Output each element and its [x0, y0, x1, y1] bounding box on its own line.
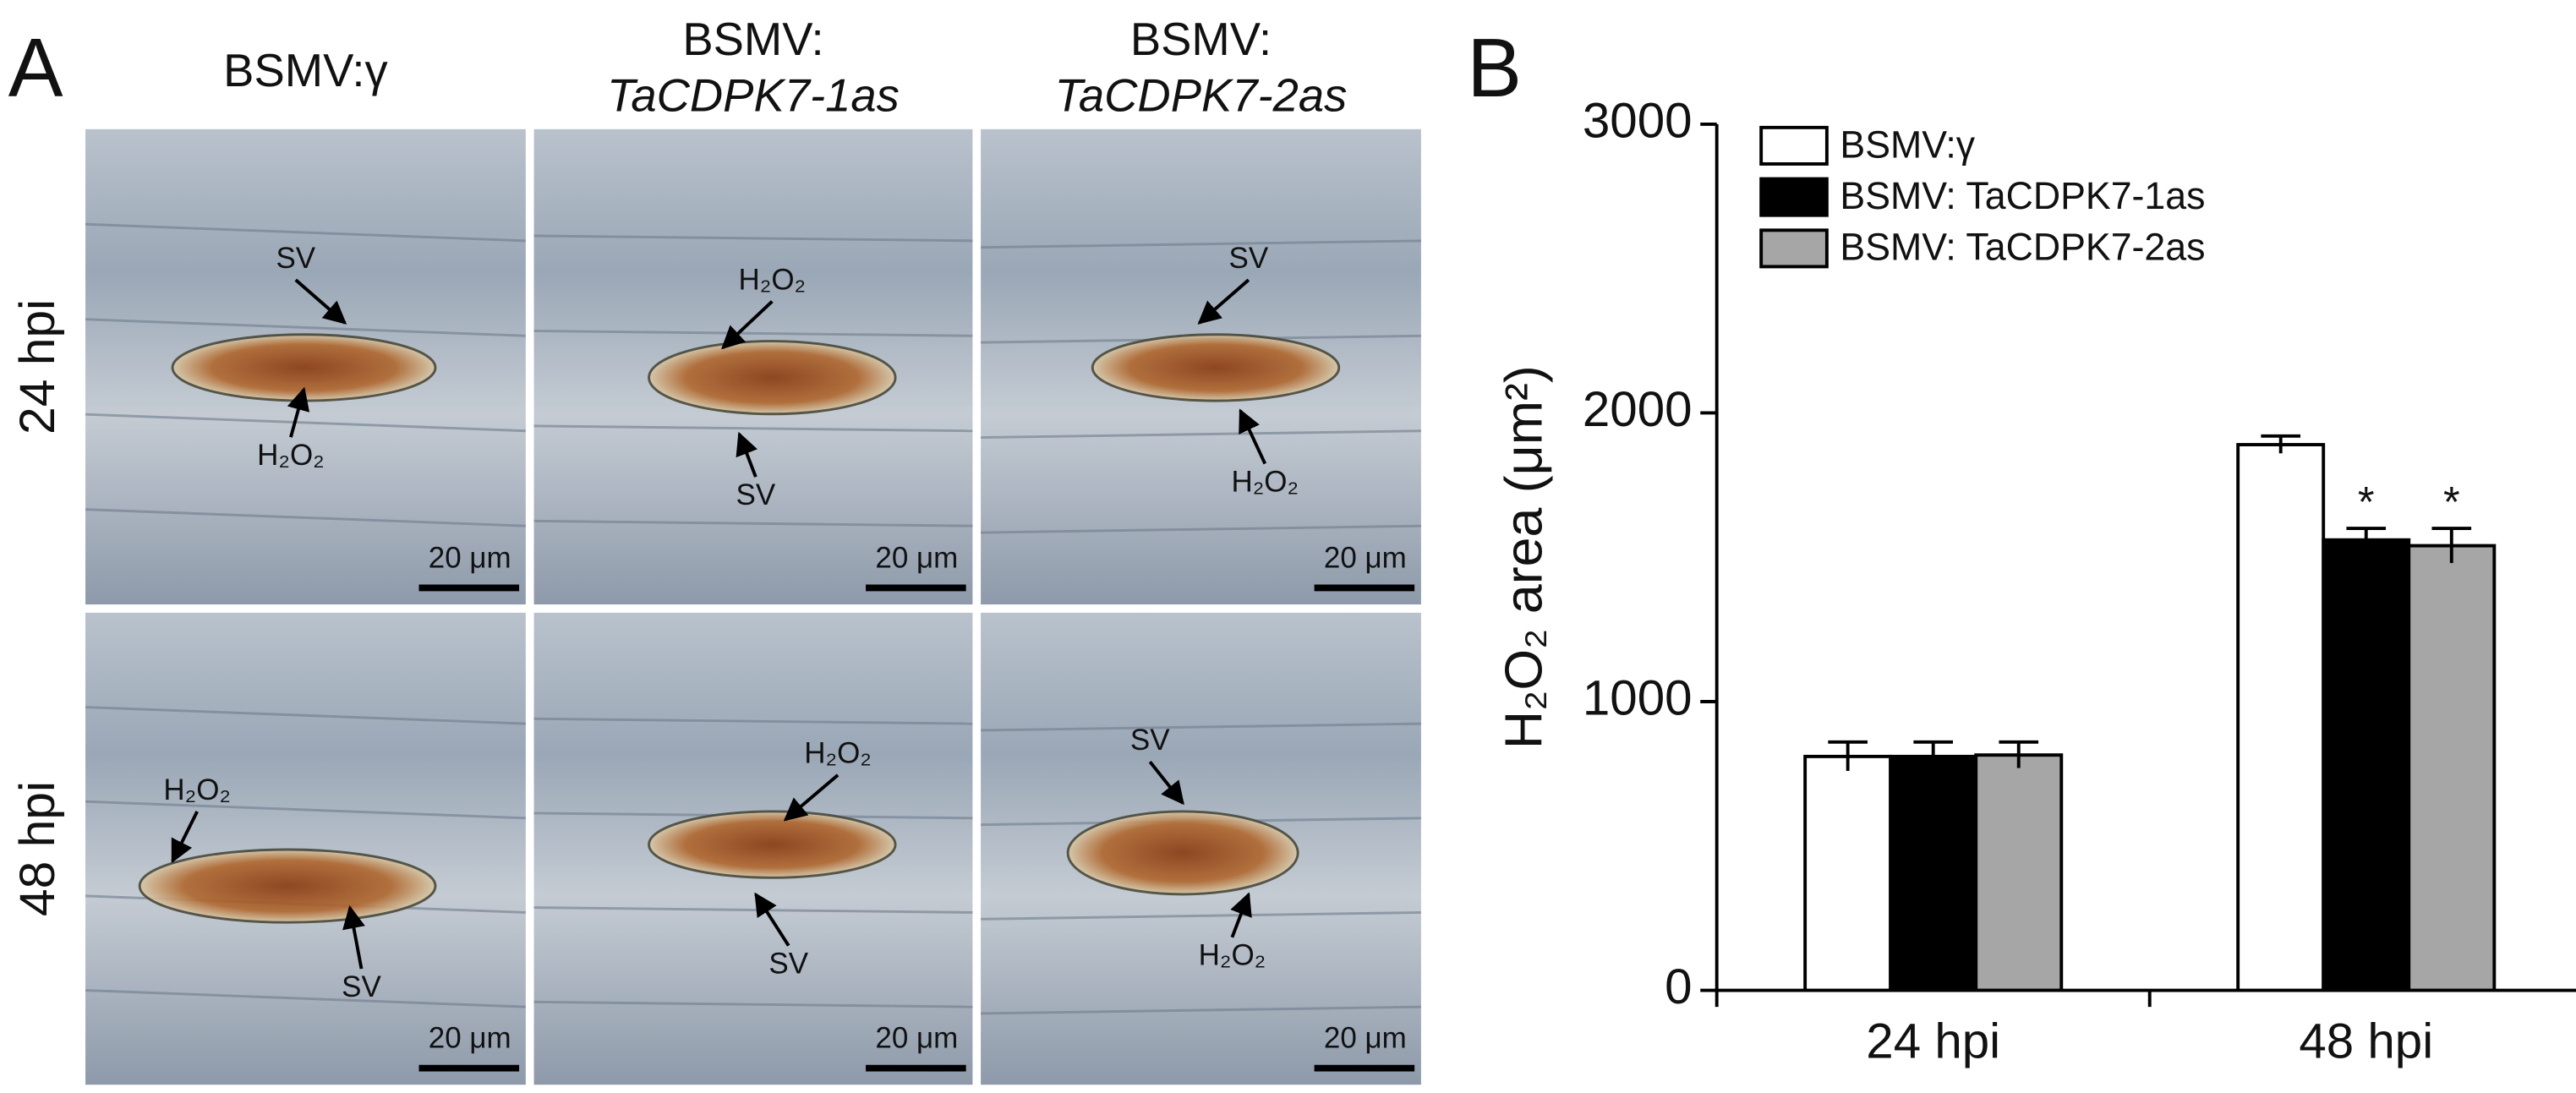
cell-wall [981, 910, 1421, 921]
bar [2407, 544, 2497, 992]
cell-wall [533, 424, 973, 433]
header-line: TaCDPK7-2as [1055, 70, 1348, 122]
arrow [721, 300, 774, 350]
annotation: H₂O₂ [1231, 465, 1299, 498]
annotation: SV [1229, 242, 1269, 275]
annotation: H₂O₂ [1199, 939, 1266, 972]
arrow [294, 278, 347, 325]
y-tick-label: 1000 [1583, 670, 1693, 725]
y-tick-label: 3000 [1583, 93, 1693, 148]
arrow [1239, 408, 1267, 465]
cell-wall [981, 722, 1421, 732]
cell-wall [85, 800, 526, 820]
annotation: SV [1130, 724, 1170, 757]
annotation: H₂O₂ [739, 263, 807, 296]
header-line: BSMV: [1130, 14, 1272, 65]
arrow [783, 773, 840, 822]
cell-wall [981, 524, 1421, 534]
arrow [287, 386, 310, 438]
cell-wall [981, 429, 1421, 440]
scale-label: 20 μm [429, 541, 511, 574]
cell-wall [85, 222, 526, 243]
x-tick-label: 24 hpi [1866, 1014, 2000, 1069]
cell-wall [533, 717, 973, 725]
annotation: SV [736, 478, 776, 511]
cell-wall [533, 234, 973, 243]
annotation: SV [276, 242, 315, 275]
annotation: SV [768, 947, 808, 980]
bar [2322, 538, 2411, 992]
annotation: H₂O₂ [804, 737, 872, 770]
annotation: H₂O₂ [163, 773, 231, 806]
cell-wall [85, 318, 526, 337]
column-header: BSMV: TaCDPK7-1as [607, 14, 900, 122]
panel-label: A [8, 22, 63, 114]
column-header: BSMV: TaCDPK7-2as [1055, 14, 1348, 122]
scale-label: 20 μm [1324, 541, 1407, 574]
significance: * [2358, 478, 2375, 526]
arrow [1148, 760, 1184, 806]
cell-wall [85, 706, 526, 725]
scale-label: 20 μm [1324, 1022, 1407, 1055]
annotation: H₂O₂ [257, 439, 325, 472]
cell-wall [85, 508, 526, 527]
x-tick-label: 48 hpi [2299, 1014, 2433, 1069]
panel-label: B [1467, 22, 1522, 114]
cell-wall [533, 519, 973, 527]
arrow [342, 904, 365, 970]
cell-wall [981, 1005, 1421, 1015]
legend-swatch [1759, 177, 1829, 217]
legend-label: BSMV: TaCDPK7-2as [1840, 226, 2205, 269]
y-axis-label: H₂O₂ area (μm²) [1495, 365, 1554, 749]
fungal-structure [648, 810, 897, 879]
cell-wall [981, 239, 1421, 249]
bar [2236, 443, 2326, 992]
legend-label: BSMV:γ [1840, 123, 1975, 166]
bar [1803, 754, 1893, 992]
row-label: 24 hpi [10, 299, 65, 434]
legend-label: BSMV: TaCDPK7-1as [1840, 174, 2205, 217]
cell-wall [533, 1000, 973, 1008]
arrow [1230, 892, 1252, 938]
arrow [736, 431, 757, 478]
header-line: BSMV: [682, 14, 823, 65]
column-header: BSMV:γ [223, 45, 388, 96]
row-label: 48 hpi [10, 781, 65, 916]
bar [1974, 753, 2064, 992]
cell-wall [533, 906, 973, 914]
bar [1889, 754, 1978, 992]
header-line: BSMV:γ [223, 45, 388, 96]
scale-label: 20 μm [875, 1022, 958, 1055]
cell-wall [85, 989, 526, 1008]
significance: * [2443, 478, 2460, 526]
arrow [1197, 278, 1250, 325]
y-tick-label: 0 [1665, 959, 1692, 1014]
scale-label: 20 μm [429, 1022, 511, 1055]
arrow [171, 811, 199, 864]
header-line: TaCDPK7-1as [607, 70, 900, 122]
scale-label: 20 μm [875, 541, 958, 574]
cell-wall [85, 413, 526, 433]
fungal-structure [138, 848, 437, 924]
annotation: SV [342, 970, 381, 1003]
y-tick-label: 2000 [1583, 382, 1693, 437]
legend-swatch [1759, 125, 1829, 166]
fungal-structure [1091, 333, 1341, 402]
fungal-structure [1066, 810, 1299, 896]
arrow [754, 892, 790, 947]
legend-swatch [1759, 228, 1829, 269]
cell-wall [533, 329, 973, 337]
fungal-structure [648, 340, 897, 416]
